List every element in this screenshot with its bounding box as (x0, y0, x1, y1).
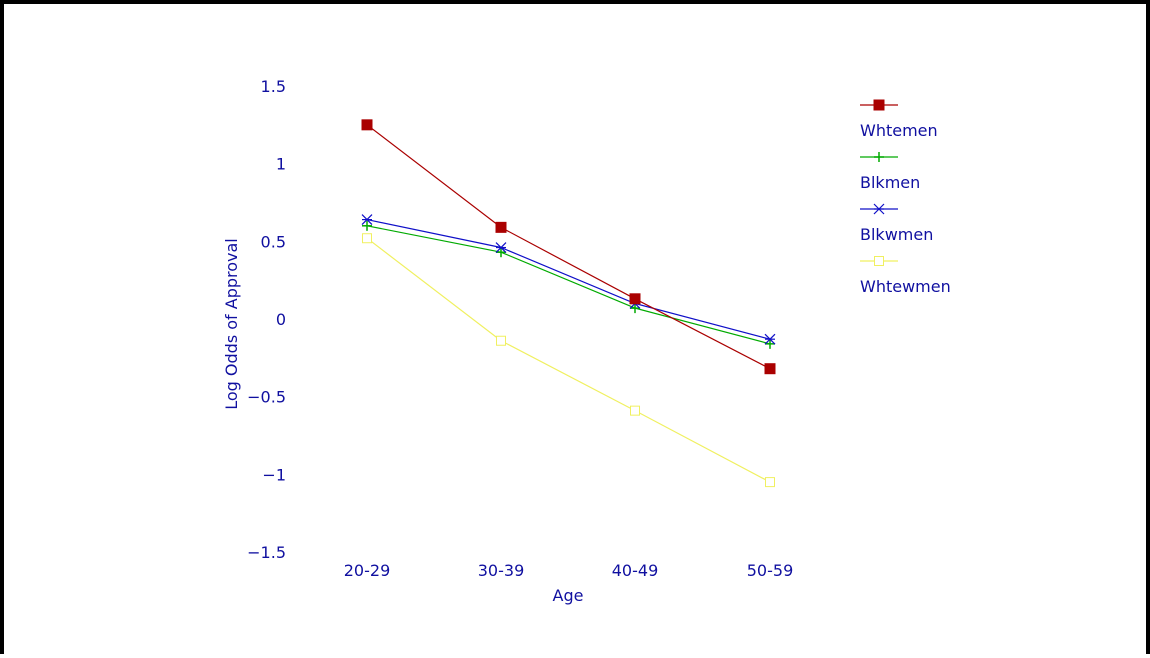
series-line (366, 124, 771, 370)
data-point (362, 233, 372, 244)
y-tick-label: −0.5 (247, 388, 286, 407)
data-point (765, 477, 775, 488)
data-point (362, 220, 372, 231)
data-point (764, 363, 776, 375)
legend-label: Blkmen (860, 173, 920, 192)
data-point (495, 242, 507, 253)
y-tick-label: −1 (262, 465, 286, 484)
data-point (764, 333, 776, 345)
series-line (366, 225, 771, 345)
legend-entry: Whtewmen (860, 256, 951, 296)
data-point (630, 405, 640, 416)
x-tick-label: 30-39 (478, 561, 525, 580)
x-axis-label: Age (553, 586, 584, 605)
data-point (361, 214, 373, 226)
data-point (495, 221, 507, 233)
data-point (630, 303, 640, 314)
y-tick-label: 0.5 (261, 232, 286, 251)
x-tick-label: 20-29 (344, 561, 391, 580)
y-tick-label: 0 (276, 310, 286, 329)
y-tick-label: −1.5 (247, 543, 286, 562)
data-point (361, 119, 373, 131)
legend-entry: Blkwmen (860, 203, 933, 244)
x-tick-labels: 20-29 30-39 40-49 50-59 (344, 561, 794, 580)
legend-entry: Whtemen (860, 99, 938, 140)
y-axis-label: Log Odds of Approval (222, 238, 241, 410)
y-tick-label: 1 (276, 155, 286, 174)
y-tick-label: 1.5 (261, 77, 286, 96)
data-point (874, 152, 884, 162)
data-point (629, 293, 641, 305)
series-whtewmen (362, 233, 775, 488)
data-point (873, 99, 885, 111)
data-point (496, 335, 506, 346)
data-point (873, 203, 885, 215)
series-blkmen (362, 220, 775, 349)
legend-label: Whtewmen (860, 277, 951, 296)
legend: Whtemen Blkmen Blkwmen Whtewmen (860, 99, 951, 296)
series-line (366, 237, 771, 483)
series-layer (361, 119, 776, 488)
data-point (496, 247, 506, 258)
series-line (366, 219, 771, 340)
data-point (874, 256, 884, 266)
legend-label: Blkwmen (860, 225, 933, 244)
series-blkwmen (361, 214, 776, 345)
legend-entry: Blkmen (860, 152, 920, 192)
x-tick-label: 40-49 (612, 561, 659, 580)
line-chart: Log Odds of Approval Age 1.5 1 0.5 0 −0.5 −1 −… (222, 77, 951, 605)
series-whtemen (361, 119, 776, 375)
legend-label: Whtemen (860, 121, 938, 140)
y-tick-labels: 1.5 1 0.5 0 −0.5 −1 −1.5 (247, 77, 286, 562)
x-tick-label: 50-59 (747, 561, 794, 580)
data-point (765, 338, 775, 349)
